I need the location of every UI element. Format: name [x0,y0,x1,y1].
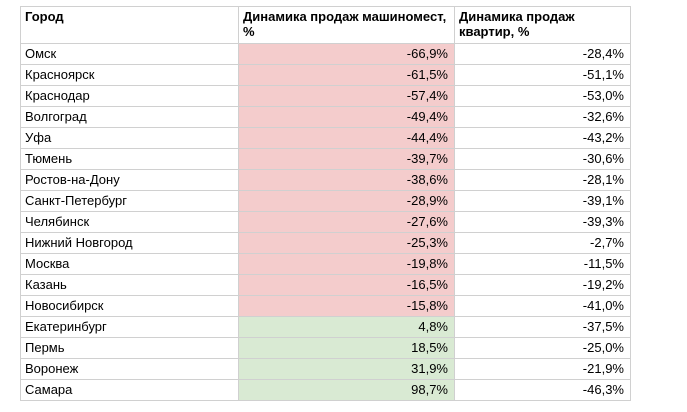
flat-sales-cell: -21,9% [454,358,631,380]
parking-sales-cell: -44,4% [238,127,455,149]
header-row: Город Динамика продаж машиномест, % Дина… [20,6,631,44]
parking-sales-cell: -66,9% [238,43,455,65]
flat-sales-cell: -30,6% [454,148,631,170]
flat-sales-cell: -51,1% [454,64,631,86]
flat-sales-cell: -43,2% [454,127,631,149]
city-cell: Новосибирск [20,295,239,317]
flat-sales-cell: -39,3% [454,211,631,233]
table-row: Самара 98,7% -46,3% [20,379,631,401]
parking-sales-cell: 98,7% [238,379,455,401]
parking-sales-cell: -15,8% [238,295,455,317]
table-row: Ростов-на-Дону -38,6% -28,1% [20,169,631,191]
flat-sales-cell: -11,5% [454,253,631,275]
city-cell: Челябинск [20,211,239,233]
city-cell: Воронеж [20,358,239,380]
flat-sales-cell: -53,0% [454,85,631,107]
parking-sales-cell: -38,6% [238,169,455,191]
table-row: Новосибирск -15,8% -41,0% [20,295,631,317]
city-cell: Волгоград [20,106,239,128]
header-parking-sales: Динамика продаж машиномест, % [238,6,455,44]
table-row: Казань -16,5% -19,2% [20,274,631,296]
table-row: Волгоград -49,4% -32,6% [20,106,631,128]
table-row: Москва -19,8% -11,5% [20,253,631,275]
city-cell: Уфа [20,127,239,149]
flat-sales-cell: -28,4% [454,43,631,65]
city-cell: Ростов-на-Дону [20,169,239,191]
city-cell: Пермь [20,337,239,359]
table-row: Краснодар -57,4% -53,0% [20,85,631,107]
city-cell: Екатеринбург [20,316,239,338]
city-cell: Казань [20,274,239,296]
parking-sales-cell: -61,5% [238,64,455,86]
flat-sales-cell: -41,0% [454,295,631,317]
flat-sales-cell: -32,6% [454,106,631,128]
header-flat-sales: Динамика продаж квартир, % [454,6,631,44]
flat-sales-cell: -19,2% [454,274,631,296]
parking-sales-cell: -28,9% [238,190,455,212]
flat-sales-cell: -39,1% [454,190,631,212]
flat-sales-cell: -46,3% [454,379,631,401]
sales-dynamics-table: Город Динамика продаж машиномест, % Дина… [20,6,631,401]
table-row: Воронеж 31,9% -21,9% [20,358,631,380]
table-row: Уфа -44,4% -43,2% [20,127,631,149]
parking-sales-cell: -27,6% [238,211,455,233]
flat-sales-cell: -2,7% [454,232,631,254]
table-row: Тюмень -39,7% -30,6% [20,148,631,170]
parking-sales-cell: -49,4% [238,106,455,128]
flat-sales-cell: -28,1% [454,169,631,191]
city-cell: Омск [20,43,239,65]
table-row: Омск -66,9% -28,4% [20,43,631,65]
table-row: Нижний Новгород -25,3% -2,7% [20,232,631,254]
flat-sales-cell: -37,5% [454,316,631,338]
table-row: Челябинск -27,6% -39,3% [20,211,631,233]
parking-sales-cell: 4,8% [238,316,455,338]
city-cell: Красноярск [20,64,239,86]
table-body: Омск -66,9% -28,4% Красноярск -61,5% -51,1% Кр… [20,43,631,401]
city-cell: Нижний Новгород [20,232,239,254]
city-cell: Санкт-Петербург [20,190,239,212]
parking-sales-cell: -39,7% [238,148,455,170]
city-cell: Москва [20,253,239,275]
parking-sales-cell: -16,5% [238,274,455,296]
header-city: Город [20,6,239,44]
table-row: Красноярск -61,5% -51,1% [20,64,631,86]
parking-sales-cell: 31,9% [238,358,455,380]
parking-sales-cell: -25,3% [238,232,455,254]
city-cell: Краснодар [20,85,239,107]
table-row: Санкт-Петербург -28,9% -39,1% [20,190,631,212]
city-cell: Тюмень [20,148,239,170]
parking-sales-cell: 18,5% [238,337,455,359]
city-cell: Самара [20,379,239,401]
parking-sales-cell: -19,8% [238,253,455,275]
parking-sales-cell: -57,4% [238,85,455,107]
flat-sales-cell: -25,0% [454,337,631,359]
table-row: Екатеринбург 4,8% -37,5% [20,316,631,338]
table-row: Пермь 18,5% -25,0% [20,337,631,359]
